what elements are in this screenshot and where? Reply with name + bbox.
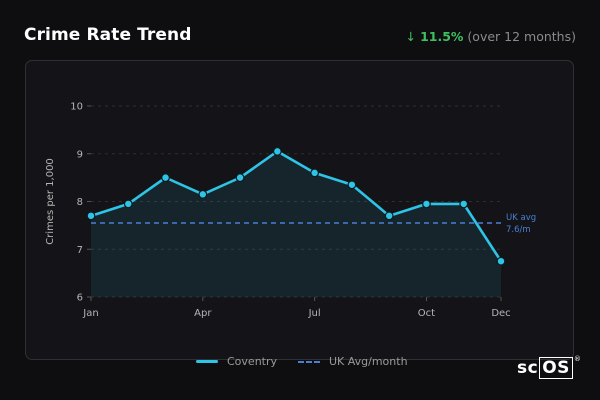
data-point-mar <box>161 173 170 183</box>
series-area-coventry <box>91 151 501 297</box>
data-point-may <box>235 173 245 183</box>
y-tick-label-8: 8 <box>77 197 83 208</box>
brand-logo: sc OS ® <box>517 355 582 379</box>
data-point-apr <box>198 189 208 199</box>
x-tick-label-oct: Oct <box>418 308 435 319</box>
legend-item-coventry[interactable]: Coventry <box>196 355 277 368</box>
data-point-oct <box>422 199 431 209</box>
data-point-aug <box>347 180 357 190</box>
data-point-sep <box>384 211 394 221</box>
down-arrow-icon: ↓ <box>405 29 417 44</box>
data-point-jan <box>86 211 96 221</box>
reference-label-line1: UK avg <box>506 213 536 223</box>
x-tick-label-apr: Apr <box>194 308 212 319</box>
logo-boxed-text: OS <box>539 357 573 379</box>
change-note: (over 12 months) <box>467 29 576 44</box>
data-point-jul <box>310 168 320 178</box>
data-point-nov <box>459 199 469 209</box>
x-tick-label-jan: Jan <box>82 308 98 319</box>
legend-swatch-coventry <box>196 360 218 363</box>
legend-label-uk-avg: UK Avg/month <box>329 355 408 368</box>
chart-card <box>25 60 574 360</box>
series-line-coventry <box>89 150 503 263</box>
y-axis-label: Crimes per 1,000 <box>45 158 56 245</box>
legend-swatch-uk-avg <box>298 360 320 363</box>
y-tick-label-10: 10 <box>70 102 83 113</box>
x-tick-label-dec: Dec <box>491 308 510 319</box>
legend-label-coventry: Coventry <box>227 355 278 368</box>
y-tick-label-7: 7 <box>77 245 83 256</box>
change-indicator: ↓ 11.5% (over 12 months) <box>406 29 576 44</box>
data-point-dec <box>496 256 506 266</box>
change-percent: 11.5% <box>420 29 464 44</box>
legend-item-uk-avg[interactable]: UK Avg/month <box>298 355 408 368</box>
logo-text: sc <box>517 358 539 378</box>
registered-mark: ® <box>573 355 582 363</box>
legend: Coventry UK Avg/month <box>0 355 600 371</box>
reference-label-line2: 7.6/m <box>506 225 531 235</box>
y-tick-label-6: 6 <box>77 293 83 304</box>
data-point-jun <box>272 146 282 156</box>
chart-title: Crime Rate Trend <box>24 25 192 45</box>
x-tick-label-jul: Jul <box>308 308 321 319</box>
y-tick-label-9: 9 <box>77 149 83 160</box>
data-point-feb <box>123 199 133 209</box>
